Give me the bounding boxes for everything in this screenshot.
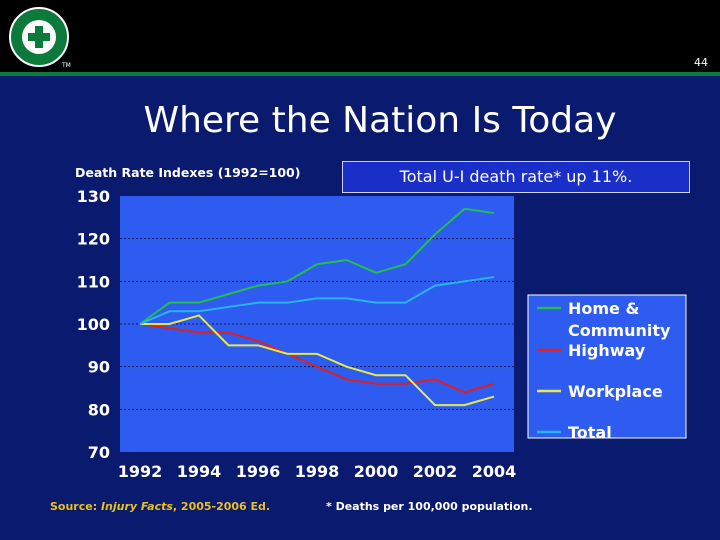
source-title: Injury Facts [100, 500, 173, 513]
y-tick-label: 80 [88, 400, 110, 419]
header-divider [0, 72, 720, 76]
source-note: Source: Injury Facts, 2005-2006 Ed. [50, 500, 270, 513]
slide-title: Where the Nation Is Today [143, 100, 617, 141]
legend-label: Home & [568, 299, 639, 318]
x-tick-label: 2000 [354, 462, 399, 481]
footnote: * Deaths per 100,000 population. [326, 500, 533, 513]
y-tick-label: 70 [88, 443, 110, 462]
y-tick-label: 120 [77, 230, 110, 249]
legend-label: Highway [568, 341, 646, 360]
x-tick-label: 1998 [295, 462, 340, 481]
callout-box: Total U-I death rate* up 11%. [342, 161, 690, 193]
legend-box [527, 294, 687, 439]
y-tick-label: 110 [77, 272, 110, 291]
source-prefix: Source: [50, 500, 101, 513]
series-line-home [139, 207, 495, 325]
source-suffix: , 2005-2006 Ed. [172, 500, 271, 513]
y-tick-label: 130 [77, 187, 110, 206]
x-tick-label: 1994 [177, 462, 222, 481]
x-tick-label: 2002 [413, 462, 458, 481]
legend-label: Workplace [568, 382, 663, 401]
legend-label: Total [568, 423, 612, 442]
page-number: 44 [694, 56, 708, 69]
x-tick-label: 2004 [472, 462, 517, 481]
trademark-mark: TM [62, 62, 71, 69]
series-line-highway [139, 323, 495, 394]
y-tick-label: 100 [77, 315, 110, 334]
series-line-total [139, 276, 495, 325]
series-line-workplace [140, 314, 495, 407]
y-tick-label: 90 [88, 358, 110, 377]
legend-label: Community [568, 321, 671, 340]
x-tick-label: 1996 [236, 462, 281, 481]
header-bar: TM 44 [0, 0, 720, 72]
x-tick-label: 1992 [118, 462, 163, 481]
chart-title: Death Rate Indexes (1992=100) [75, 165, 301, 180]
national-safety-council-logo [9, 7, 69, 67]
